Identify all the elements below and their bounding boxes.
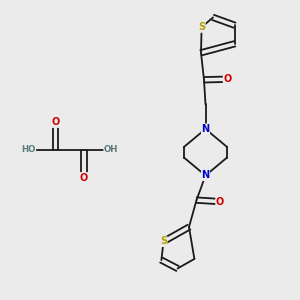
Text: HO: HO bbox=[21, 146, 36, 154]
Text: O: O bbox=[216, 196, 224, 207]
Text: S: S bbox=[160, 236, 167, 247]
Text: S: S bbox=[198, 22, 205, 32]
Text: OH: OH bbox=[104, 146, 118, 154]
Text: O: O bbox=[223, 74, 232, 84]
Text: N: N bbox=[201, 124, 210, 134]
Text: O: O bbox=[80, 172, 88, 183]
Text: O: O bbox=[51, 117, 60, 128]
Text: N: N bbox=[201, 170, 210, 181]
